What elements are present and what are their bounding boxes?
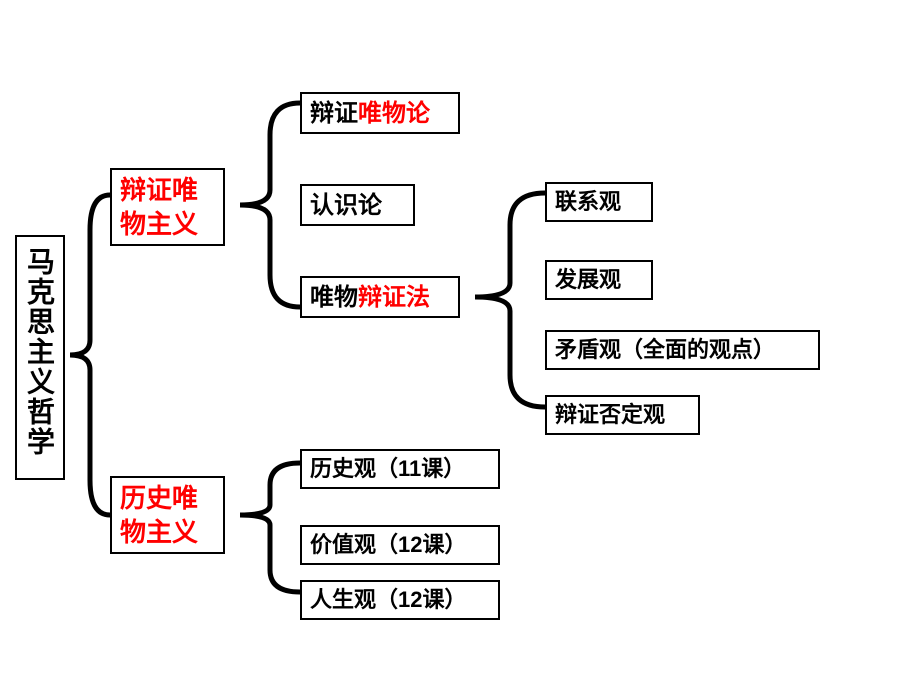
part-1: 唯物论 — [358, 100, 430, 127]
node-epistemology: 认识论 — [300, 184, 415, 226]
node-value-view: 价值观（12课） — [300, 525, 500, 565]
node-contradiction-view: 矛盾观（全面的观点） — [545, 330, 820, 370]
part-1: 辩证法 — [358, 284, 430, 311]
node-materialist-dialectics: 唯物辩证法 — [300, 276, 460, 318]
text-line2: 物主义 — [120, 517, 198, 547]
node-historical-materialism: 历史唯 物主义 — [110, 476, 225, 554]
text-line1: 辩证唯 — [120, 175, 198, 205]
bracket-dialectical-materialism — [225, 95, 300, 315]
part-0: 唯物 — [310, 284, 358, 311]
part-0: 辩证 — [310, 100, 358, 127]
node-history-view: 历史观（11课） — [300, 449, 500, 489]
bracket-historical-materialism — [225, 455, 300, 600]
node-development-view: 发展观 — [545, 260, 653, 300]
root-node: 马克思主义哲学 — [15, 235, 65, 480]
node-dialectical-negation-view: 辩证否定观 — [545, 395, 700, 435]
node-life-view: 人生观（12课） — [300, 580, 500, 620]
text-line1: 历史唯 — [120, 483, 198, 513]
node-connection-view: 联系观 — [545, 182, 653, 222]
text-line2: 物主义 — [120, 209, 198, 239]
bracket-materialist-dialectics — [460, 185, 545, 415]
bracket-root — [65, 190, 110, 520]
node-dialectical-materialism: 辩证唯 物主义 — [110, 168, 225, 246]
node-dialectical-materialism-theory: 辩证唯物论 — [300, 92, 460, 134]
